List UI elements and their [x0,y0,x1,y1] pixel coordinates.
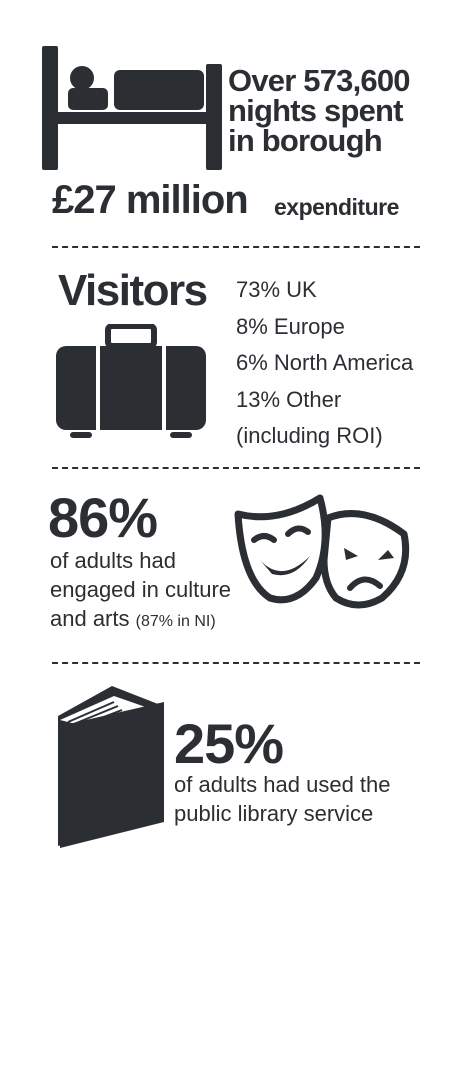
divider-1 [52,246,420,248]
culture-desc-line-2: engaged in culture [50,577,232,602]
library-desc-line-1: of adults had used the [174,772,391,797]
suitcase-icon [56,324,206,438]
culture-ni-note: (87% in NI) [135,613,216,630]
nights-spent-text: Over 573,600 nights spent in borough [228,63,460,158]
visitors-title: Visitors [58,266,208,315]
culture-desc-line-1: of adults had [50,548,176,573]
nights-line-1: Over 573,600 [228,63,411,98]
visitors-europe: 8% Europe [236,313,345,339]
culture-percent: 86% [48,486,158,549]
nights-line-2: nights spent [228,93,403,128]
theatre-masks-icon [234,494,410,609]
culture-desc-line-3: and arts [50,606,130,631]
book-icon [58,686,164,848]
nights-line-3: in borough [228,123,383,158]
library-description: of adults had used the public library se… [174,770,434,828]
library-percent: 25% [174,712,284,775]
visitors-other-note: (including ROI) [236,423,383,448]
visitors-north-america: 6% North America [236,350,414,375]
expenditure-amount: £27 million [52,178,249,222]
library-desc-line-2: public library service [174,801,374,826]
visitors-breakdown-list: 73% UK 8% Europe 6% North America 13% Ot… [236,272,413,455]
divider-3 [52,662,420,664]
visitors-other: 13% Other [236,386,342,412]
visitors-uk: 73% UK [236,277,317,302]
expenditure-label: expenditure [274,194,399,220]
divider-2 [52,467,420,469]
bed-icon [42,46,222,170]
culture-description: of adults had engaged in culture and art… [50,546,270,636]
